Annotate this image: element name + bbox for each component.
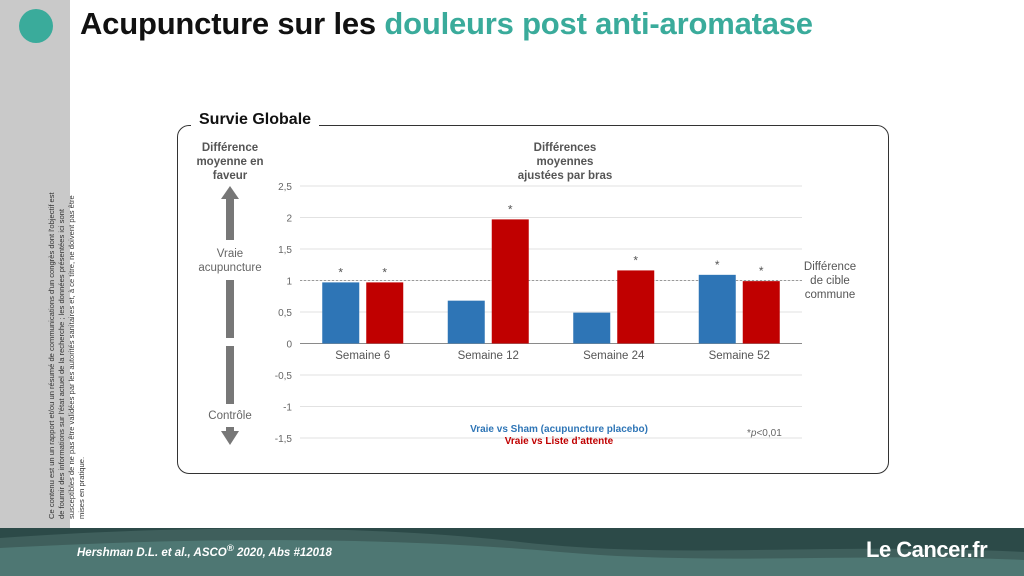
footer: Hershman D.L. et al., ASCO® 2020, Abs #1… — [0, 528, 1024, 576]
significance-marker: * — [508, 202, 513, 216]
significance-p: p — [750, 428, 757, 439]
y-tick-label: -1 — [283, 403, 292, 414]
chart-title-line: ajustées par bras — [518, 170, 613, 182]
title-main: Acupuncture sur les — [80, 6, 376, 41]
chart-panel — [177, 125, 889, 474]
chart-title-line: Différences — [534, 142, 597, 154]
y-tick-label: 2 — [286, 214, 292, 225]
legend-entry: Vraie vs Liste d’attente — [505, 436, 614, 447]
y-tick-label: 0,5 — [278, 308, 292, 319]
left-axis-header-line: faveur — [212, 170, 248, 182]
arrow-down-shaft — [226, 346, 234, 404]
significance-note: *p<0,01 — [747, 428, 782, 439]
citation-prefix: Hershman D.L. et al., ASCO — [77, 546, 227, 559]
y-tick-label: -0,5 — [275, 371, 293, 382]
significance-marker: * — [759, 264, 764, 278]
target-label-line: Différence — [803, 261, 857, 273]
title-accent: douleurs post anti-aromatase — [384, 6, 813, 41]
chart-title-line: moyennes — [537, 156, 594, 168]
sidebar — [0, 0, 70, 528]
significance-threshold: <0,01 — [756, 428, 782, 439]
target-label-line: commune — [804, 289, 856, 301]
arrow-up-shaft — [226, 199, 234, 240]
arrow-middle-segment — [226, 280, 234, 338]
x-tick-label: Semaine 24 — [583, 350, 645, 362]
favor-arrow-up-icon — [221, 186, 239, 240]
bar — [617, 270, 655, 344]
arrow-up-head — [221, 186, 239, 199]
bar — [322, 282, 360, 344]
legend-entry: Vraie vs Sham (acupuncture placebo) — [470, 424, 648, 435]
target-label: Différence de cible commune — [796, 260, 864, 302]
arrow-down-head — [221, 431, 239, 445]
control-arrow-down-icon — [221, 346, 239, 445]
footer-wave-highlight — [0, 540, 1024, 576]
page-title: Acupuncture sur les douleurs post anti-a… — [80, 6, 813, 42]
citation-registered: ® — [226, 543, 234, 554]
footer-wave — [0, 528, 1024, 576]
y-tick-label: -1,5 — [275, 434, 293, 445]
y-tick-label: 1 — [286, 277, 292, 288]
significance-star: * — [747, 428, 751, 439]
arrow-down-shaft-tail — [226, 427, 234, 431]
significance-marker: * — [338, 265, 343, 279]
bar — [742, 281, 780, 344]
footer-wave-shape — [0, 528, 1024, 576]
panel-title: Survie Globale — [191, 111, 320, 129]
y-tick-label: 0 — [286, 340, 292, 351]
bar — [447, 300, 485, 344]
x-tick-label: Semaine 52 — [709, 350, 770, 362]
title-dot — [19, 9, 53, 43]
brand-logo: Le Cancer.fr — [866, 537, 988, 562]
x-tick-label: Semaine 12 — [458, 350, 519, 362]
favor-label: Vraie acupuncture — [180, 247, 280, 275]
bar — [366, 282, 404, 344]
footer-citation: Hershman D.L. et al., ASCO® 2020, Abs #1… — [77, 543, 332, 559]
x-tick-label: Semaine 6 — [335, 350, 390, 362]
y-tick-label: 1,5 — [278, 245, 292, 256]
left-axis-header-line: moyenne en — [196, 156, 264, 168]
y-tick-label: 2,5 — [278, 182, 292, 193]
bar — [491, 219, 529, 344]
control-label: Contrôle — [208, 410, 252, 422]
favor-label-line: acupuncture — [198, 262, 262, 274]
left-axis-header: Différence moyenne en faveur — [180, 141, 280, 183]
significance-marker: * — [382, 265, 387, 279]
bar — [573, 312, 611, 344]
citation-suffix: 2020, Abs #12018 — [233, 546, 332, 559]
target-label-line: de cible — [810, 275, 850, 287]
significance-marker: * — [633, 253, 638, 267]
significance-marker: * — [715, 258, 720, 272]
favor-label-line: Vraie — [216, 248, 244, 260]
left-axis-header-line: Différence — [201, 142, 259, 154]
bar — [698, 274, 736, 344]
